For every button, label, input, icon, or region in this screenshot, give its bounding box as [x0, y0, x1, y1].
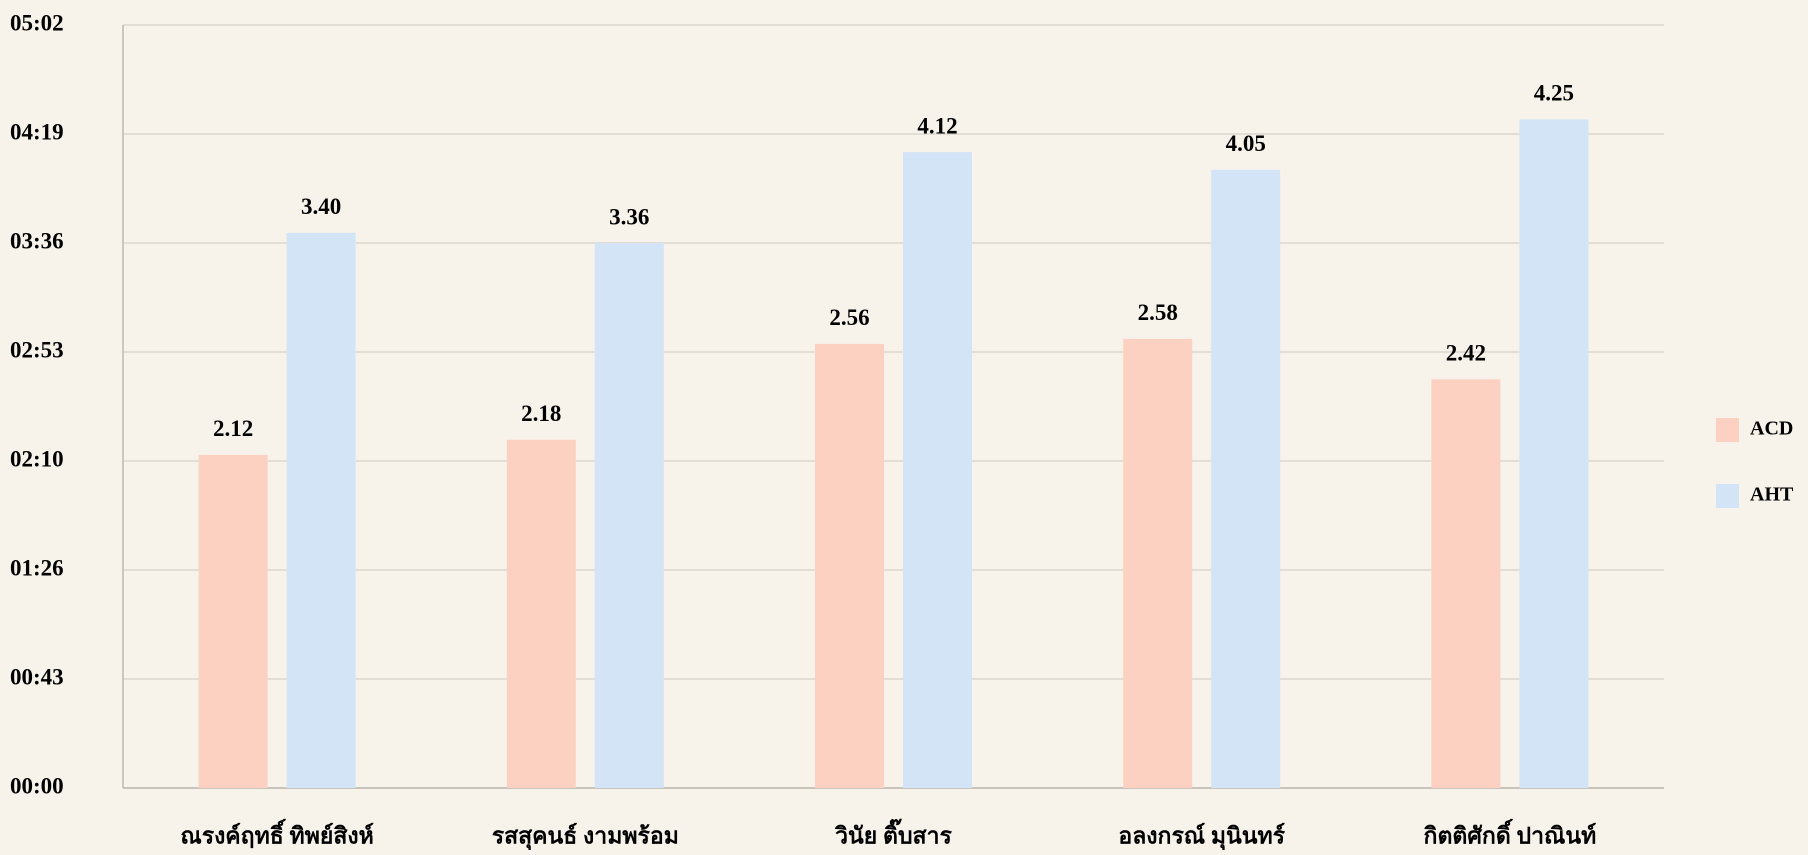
- bar: [594, 243, 664, 788]
- value-label: 2.42: [1446, 341, 1486, 366]
- value-label: 2.12: [213, 416, 253, 441]
- x-tick-label: รสสุคนธ์ งามพร้อม: [492, 822, 679, 850]
- bar: [1431, 379, 1501, 788]
- legend-swatch: [1716, 418, 1739, 442]
- x-tick-label: กิตติศักดิ์ ปาณินท์: [1423, 818, 1596, 848]
- bar: [903, 152, 972, 788]
- y-tick-label: 05:02: [10, 10, 64, 35]
- value-label: 4.12: [917, 113, 957, 138]
- bar: [815, 343, 884, 788]
- value-label: 3.40: [301, 194, 341, 219]
- bar: [286, 232, 356, 788]
- value-label: 2.18: [521, 401, 561, 426]
- bar: [1211, 169, 1281, 788]
- legend-swatch: [1716, 484, 1739, 508]
- bar: [1519, 119, 1589, 789]
- y-tick-label: 00:43: [10, 664, 64, 689]
- y-tick-label: 03:36: [10, 228, 64, 253]
- y-tick-label: 02:53: [10, 337, 64, 362]
- x-tick-label: วินัย ติ๊บสาร: [834, 818, 952, 848]
- y-tick-label: 00:00: [10, 773, 64, 798]
- y-tick-label: 01:26: [10, 555, 64, 580]
- x-tick-label: ณรงค์ฤทธิ์ ทิพย์สิงห์: [180, 818, 373, 848]
- legend-label: ACD: [1750, 418, 1793, 440]
- value-label: 4.05: [1226, 131, 1266, 156]
- bar: [506, 439, 576, 788]
- value-label: 4.25: [1534, 81, 1574, 106]
- y-tick-label: 02:10: [10, 446, 64, 471]
- value-label: 2.58: [1138, 300, 1178, 325]
- value-label: 2.56: [829, 305, 869, 330]
- x-tick-label: อลงกรณ์ มุนินทร์: [1118, 822, 1285, 850]
- legend-label: AHT: [1750, 484, 1794, 506]
- value-label: 3.36: [609, 204, 649, 229]
- bar: [198, 454, 268, 788]
- bar: [1123, 338, 1193, 788]
- y-tick-label: 04:19: [10, 119, 64, 144]
